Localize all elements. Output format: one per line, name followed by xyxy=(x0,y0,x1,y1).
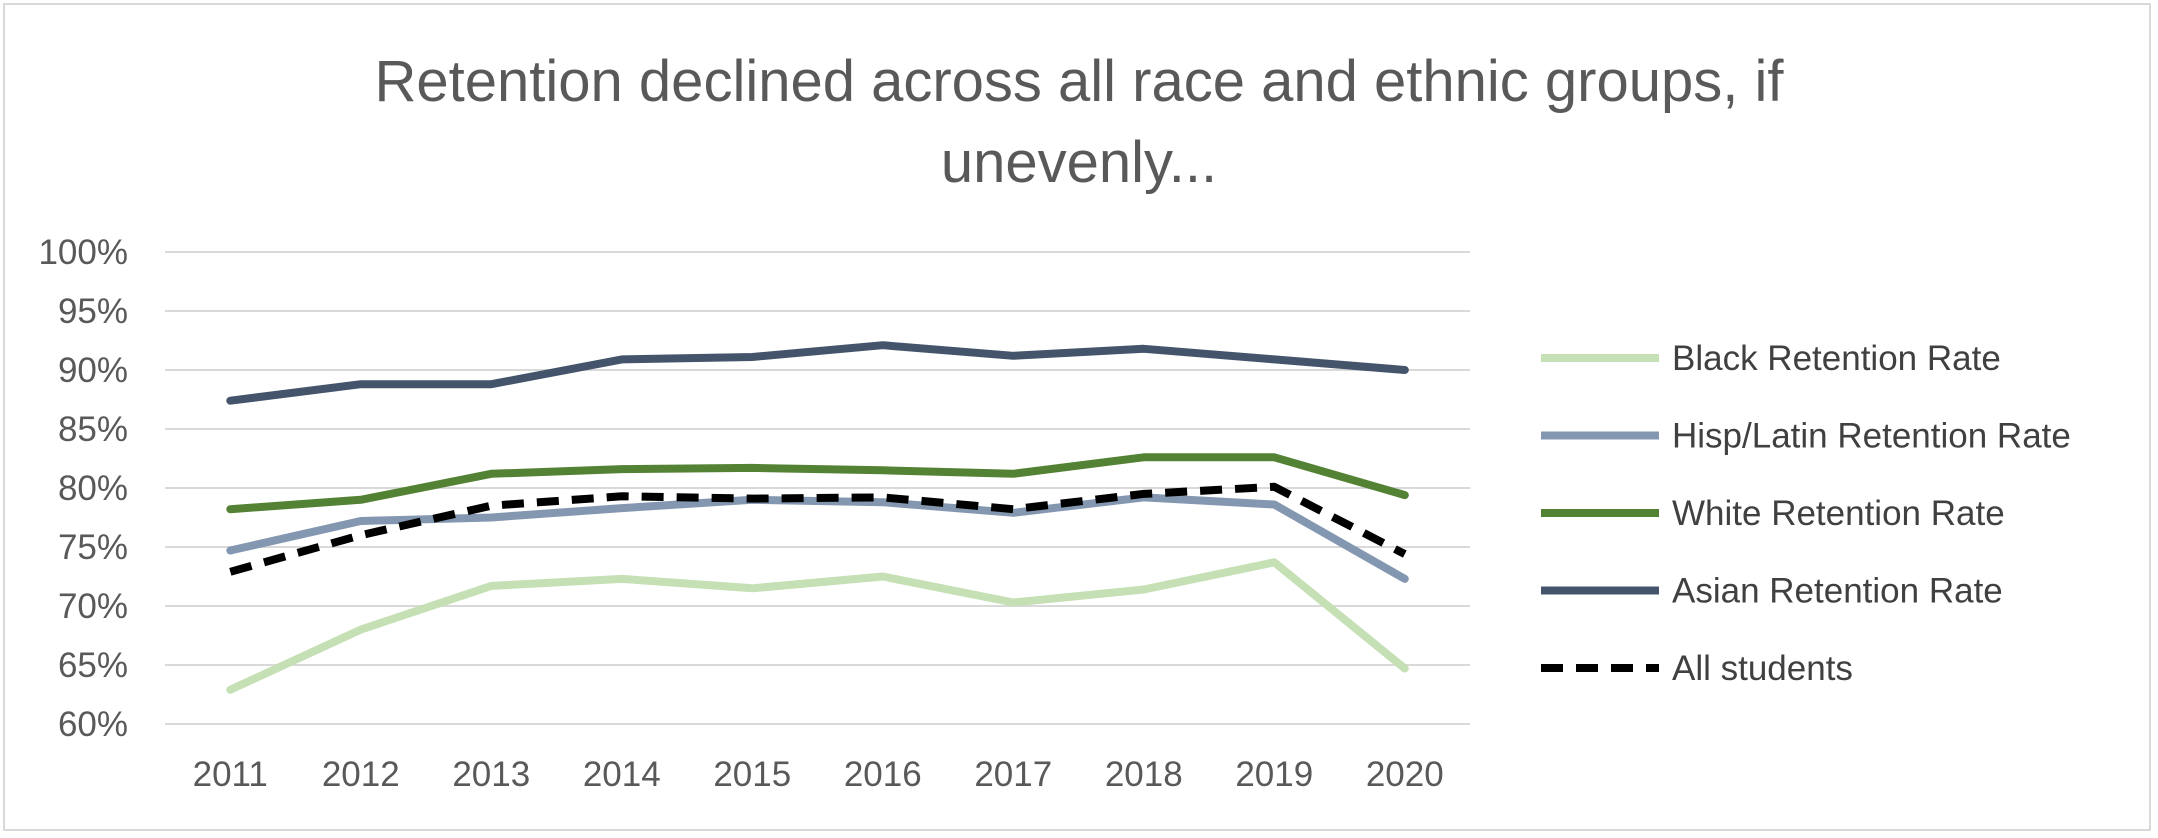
x-tick-label: 2020 xyxy=(1366,755,1444,794)
x-axis-ticks: 2011 2012 2013 2014 2015 2016 2017 2018 2019 2020 xyxy=(193,755,1444,794)
series-line xyxy=(226,453,1409,514)
legend-label: All students xyxy=(1672,649,1853,688)
x-tick-label: 2013 xyxy=(452,755,530,794)
y-tick-label: 60% xyxy=(58,705,128,744)
x-tick-label: 2017 xyxy=(974,755,1052,794)
y-tick-label: 75% xyxy=(58,528,128,567)
legend: Black Retention Rate Hisp/Latin Retention… xyxy=(1541,339,2071,688)
x-tick-label: 2014 xyxy=(583,755,661,794)
x-tick-label: 2016 xyxy=(844,755,922,794)
gridlines xyxy=(165,251,1470,725)
y-tick-label: 95% xyxy=(58,292,128,331)
legend-label: Black Retention Rate xyxy=(1672,339,2001,378)
x-tick-label: 2019 xyxy=(1235,755,1313,794)
x-tick-label: 2011 xyxy=(193,755,268,794)
y-tick-label: 65% xyxy=(58,646,128,685)
y-tick-label: 100% xyxy=(38,233,128,272)
legend-label: Hisp/Latin Retention Rate xyxy=(1672,417,2071,456)
series-line xyxy=(229,482,1407,576)
chart-frame xyxy=(3,3,2151,831)
chart-title-line-2: unevenly... xyxy=(941,130,1217,195)
series-line xyxy=(226,493,1409,583)
legend-label: White Retention Rate xyxy=(1672,494,2005,533)
x-tick-label: 2018 xyxy=(1105,755,1183,794)
series-lines xyxy=(226,341,1409,694)
y-tick-label: 70% xyxy=(58,587,128,626)
y-tick-label: 85% xyxy=(58,410,128,449)
chart-title-line-1: Retention declined across all race and e… xyxy=(375,49,1785,114)
x-tick-label: 2012 xyxy=(322,755,400,794)
legend-label: Asian Retention Rate xyxy=(1672,572,2003,611)
y-tick-label: 80% xyxy=(58,469,128,508)
y-axis-ticks: 60% 65% 70% 75% 80% 85% 90% 95% 100% xyxy=(38,233,128,744)
series-line xyxy=(226,341,1409,405)
y-tick-label: 90% xyxy=(58,351,128,390)
series-line xyxy=(226,558,1409,694)
x-tick-label: 2015 xyxy=(713,755,791,794)
